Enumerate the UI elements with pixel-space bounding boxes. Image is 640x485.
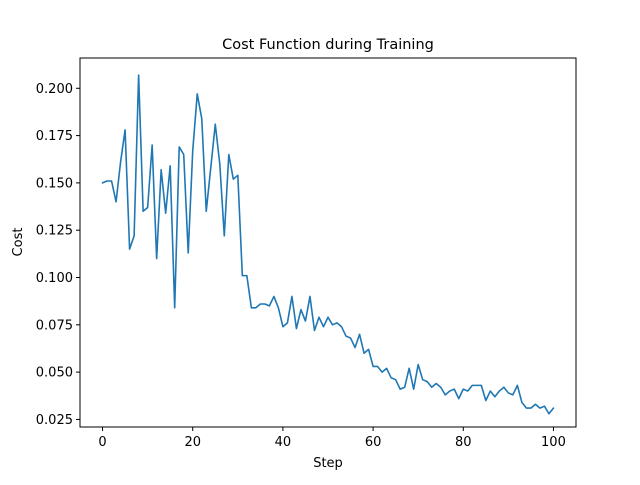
x-tick-label: 0 — [98, 435, 106, 450]
x-tick-label: 20 — [184, 435, 201, 450]
x-axis: 0 20 40 60 80 100 — [98, 427, 566, 450]
y-tick-label: 0.025 — [36, 413, 73, 428]
y-tick-label: 0.175 — [36, 129, 73, 144]
y-tick-label: 0.075 — [36, 318, 73, 333]
y-tick-label: 0.200 — [36, 82, 73, 97]
plot-frame — [79, 57, 577, 428]
y-axis-label: Cost — [11, 228, 26, 257]
x-tick-label: 60 — [365, 435, 382, 450]
series-line-0 — [101, 74, 555, 415]
x-tick-label: 100 — [541, 435, 566, 450]
x-tick-label: 40 — [275, 435, 292, 450]
series-layer — [101, 74, 555, 415]
y-tick-label: 0.100 — [36, 271, 73, 286]
chart-title: Cost Function during Training — [222, 37, 434, 53]
y-tick-label: 0.050 — [36, 366, 73, 381]
y-tick-label: 0.125 — [36, 224, 73, 239]
y-tick-label: 0.150 — [36, 176, 73, 191]
x-tick-label: 80 — [455, 435, 472, 450]
y-axis: 0.025 0.050 0.075 0.100 0.125 0.150 0.175 0.200 — [36, 82, 80, 428]
x-axis-label: Step — [313, 456, 343, 471]
